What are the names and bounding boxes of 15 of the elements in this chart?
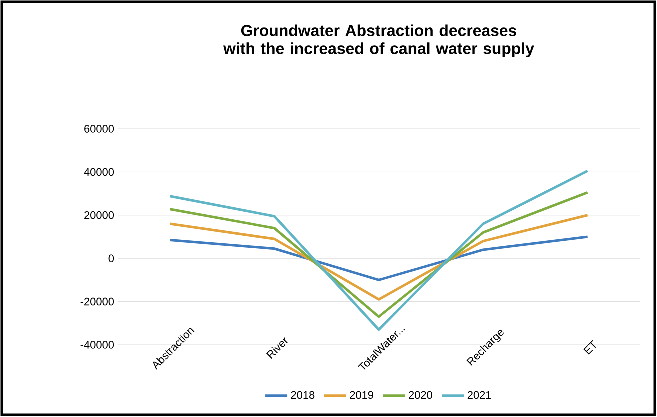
y-tick-label: 40000 <box>84 168 114 176</box>
line-series <box>168 214 590 301</box>
y-tick-label: -20000 <box>80 298 114 306</box>
legend-label: 2021 <box>468 391 492 400</box>
x-tick-label: ET <box>584 340 596 355</box>
legend-label: 2018 <box>291 391 315 400</box>
legend-label: 2019 <box>350 391 374 400</box>
y-tick-label: 20000 <box>84 212 114 220</box>
chart-title: Groundwater Abstraction decreases with the increased of canal water supply <box>224 24 534 58</box>
y-tick-label: 60000 <box>84 125 114 133</box>
y-tick-label: 0 <box>108 254 114 262</box>
line-series <box>168 191 590 318</box>
legend-label: 2020 <box>409 391 432 400</box>
y-tick-label: -40000 <box>80 341 114 349</box>
line-series <box>168 236 590 282</box>
